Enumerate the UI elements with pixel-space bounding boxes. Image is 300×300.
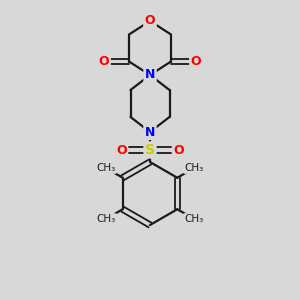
Text: O: O	[145, 14, 155, 28]
Text: S: S	[145, 143, 155, 157]
Text: N: N	[145, 125, 155, 139]
Text: CH₃: CH₃	[97, 163, 116, 173]
Text: CH₃: CH₃	[97, 214, 116, 224]
Text: O: O	[173, 143, 184, 157]
Text: O: O	[190, 55, 201, 68]
Text: O: O	[116, 143, 127, 157]
Text: CH₃: CH₃	[184, 163, 203, 173]
Text: CH₃: CH₃	[184, 214, 203, 224]
Text: O: O	[99, 55, 110, 68]
Text: N: N	[145, 68, 155, 82]
